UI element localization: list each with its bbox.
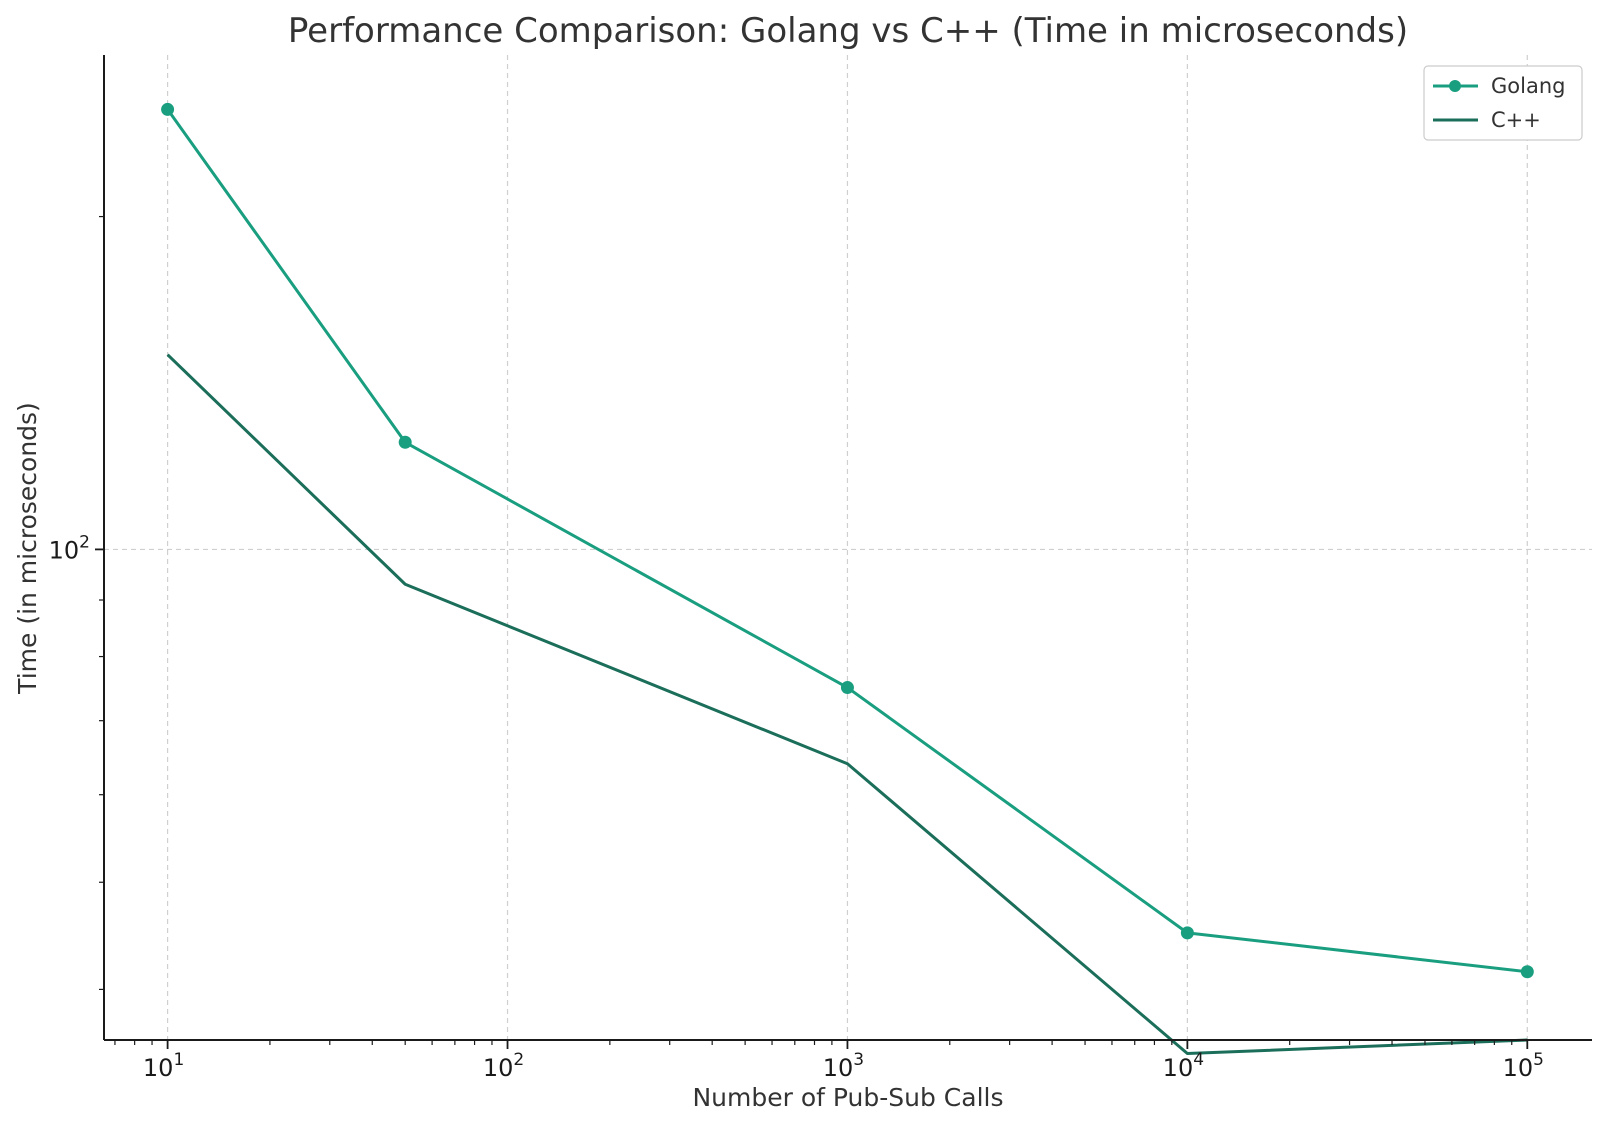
data-point-golang-0 bbox=[161, 102, 175, 116]
series-line-cpp bbox=[166, 353, 1528, 1056]
x-tick-label-1: 102 bbox=[483, 1050, 524, 1082]
grid-layer bbox=[104, 55, 1592, 1040]
y-axis-label: Time (in microseconds) bbox=[13, 402, 42, 695]
series-layer bbox=[161, 102, 1534, 1056]
y-tick-label-0: 102 bbox=[49, 532, 90, 564]
data-point-golang-2 bbox=[840, 681, 854, 695]
legend-marker-golang bbox=[1449, 80, 1461, 92]
x-tick-label-3: 104 bbox=[1163, 1050, 1204, 1082]
x-tick-label-2: 103 bbox=[823, 1050, 864, 1082]
data-point-golang-4 bbox=[1520, 965, 1534, 979]
legend-label-golang: Golang bbox=[1491, 74, 1565, 98]
x-axis-label: Number of Pub-Sub Calls bbox=[692, 1083, 1003, 1112]
legend-label-cpp: C++ bbox=[1491, 108, 1541, 132]
x-tick-label-4: 105 bbox=[1503, 1050, 1544, 1082]
tick-layer: 101 102 103 104 105 102 bbox=[49, 215, 1544, 1082]
legend: Golang C++ bbox=[1423, 65, 1583, 141]
chart-title: Performance Comparison: Golang vs C++ (T… bbox=[288, 11, 1408, 51]
data-point-golang-3 bbox=[1180, 926, 1194, 940]
x-tick-label-0: 101 bbox=[143, 1050, 184, 1082]
data-point-golang-1 bbox=[398, 435, 412, 449]
